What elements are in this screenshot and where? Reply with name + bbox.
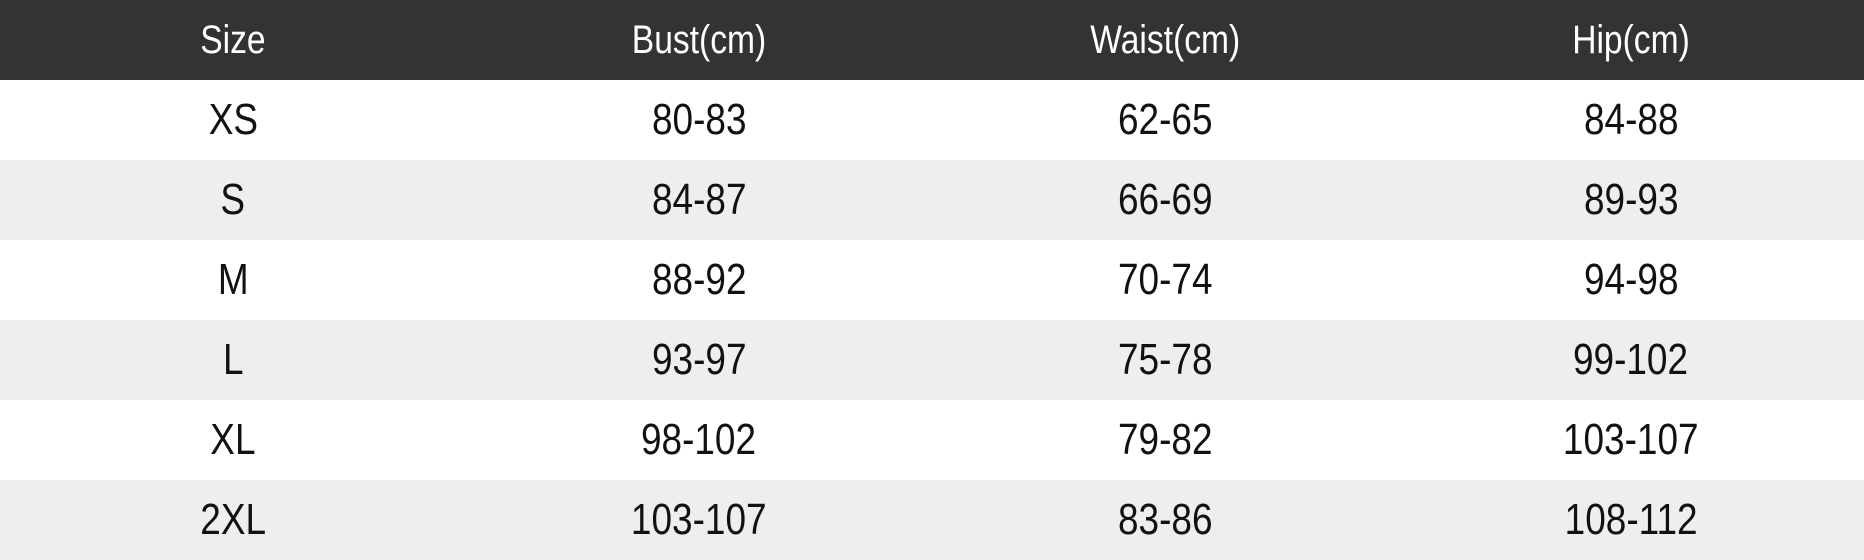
table-header: Size Bust(cm) Waist(cm) Hip(cm) xyxy=(0,0,1864,80)
cell-value: 89-93 xyxy=(1583,175,1679,224)
table-row-xs: XS 80-83 62-65 84-88 xyxy=(0,80,1864,160)
table-cell-bust: 93-97 xyxy=(466,320,932,400)
cell-value: 83-86 xyxy=(1117,495,1213,544)
cell-value: 93-97 xyxy=(651,335,747,384)
table-cell-bust: 80-83 xyxy=(466,80,932,160)
table-cell-hip: 89-93 xyxy=(1398,160,1864,240)
cell-value: 99-102 xyxy=(1573,335,1689,384)
cell-value: 98-102 xyxy=(641,415,757,464)
column-header-waist: Waist(cm) xyxy=(932,0,1398,80)
table-cell-bust: 84-87 xyxy=(466,160,932,240)
table-cell-waist: 70-74 xyxy=(932,240,1398,320)
table-body: XS 80-83 62-65 84-88 S 84-87 66-69 89-93… xyxy=(0,80,1864,560)
cell-value: L xyxy=(222,335,244,384)
cell-value: 103-107 xyxy=(631,495,767,544)
column-header-label: Bust(cm) xyxy=(631,17,767,62)
cell-value: 66-69 xyxy=(1117,175,1213,224)
column-header-label: Size xyxy=(200,17,266,62)
table-row-xl: XL 98-102 79-82 103-107 xyxy=(0,400,1864,480)
table-row-2xl: 2XL 103-107 83-86 108-112 xyxy=(0,480,1864,560)
column-header-size: Size xyxy=(0,0,466,80)
table-cell-waist: 75-78 xyxy=(932,320,1398,400)
table-row-l: L 93-97 75-78 99-102 xyxy=(0,320,1864,400)
table-cell-waist: 83-86 xyxy=(932,480,1398,560)
cell-value: XS xyxy=(208,95,258,144)
cell-value: 84-87 xyxy=(651,175,747,224)
table-cell-size: XS xyxy=(0,80,466,160)
table-cell-size: S xyxy=(0,160,466,240)
table-cell-hip: 108-112 xyxy=(1398,480,1864,560)
cell-value: S xyxy=(220,175,246,224)
table-cell-size: XL xyxy=(0,400,466,480)
cell-value: 79-82 xyxy=(1117,415,1213,464)
column-header-bust: Bust(cm) xyxy=(466,0,932,80)
header-row: Size Bust(cm) Waist(cm) Hip(cm) xyxy=(0,0,1864,80)
cell-value: 103-107 xyxy=(1563,415,1699,464)
table-cell-hip: 94-98 xyxy=(1398,240,1864,320)
table-cell-size: 2XL xyxy=(0,480,466,560)
table-cell-size: M xyxy=(0,240,466,320)
cell-value: 2XL xyxy=(200,495,266,544)
cell-value: XL xyxy=(210,415,256,464)
table-cell-waist: 62-65 xyxy=(932,80,1398,160)
table-cell-hip: 103-107 xyxy=(1398,400,1864,480)
cell-value: 84-88 xyxy=(1583,95,1679,144)
cell-value: M xyxy=(217,255,249,304)
table-cell-waist: 79-82 xyxy=(932,400,1398,480)
cell-value: 108-112 xyxy=(1564,495,1698,544)
table-cell-hip: 99-102 xyxy=(1398,320,1864,400)
table-cell-bust: 88-92 xyxy=(466,240,932,320)
table-row-m: M 88-92 70-74 94-98 xyxy=(0,240,1864,320)
table-cell-bust: 98-102 xyxy=(466,400,932,480)
table-cell-bust: 103-107 xyxy=(466,480,932,560)
cell-value: 88-92 xyxy=(651,255,747,304)
table-cell-waist: 66-69 xyxy=(932,160,1398,240)
column-header-label: Hip(cm) xyxy=(1572,17,1690,62)
cell-value: 80-83 xyxy=(651,95,747,144)
cell-value: 62-65 xyxy=(1117,95,1213,144)
column-header-label: Waist(cm) xyxy=(1090,17,1240,62)
cell-value: 70-74 xyxy=(1117,255,1213,304)
cell-value: 94-98 xyxy=(1583,255,1679,304)
column-header-hip: Hip(cm) xyxy=(1398,0,1864,80)
cell-value: 75-78 xyxy=(1117,335,1213,384)
table-cell-hip: 84-88 xyxy=(1398,80,1864,160)
table-cell-size: L xyxy=(0,320,466,400)
table-row-s: S 84-87 66-69 89-93 xyxy=(0,160,1864,240)
